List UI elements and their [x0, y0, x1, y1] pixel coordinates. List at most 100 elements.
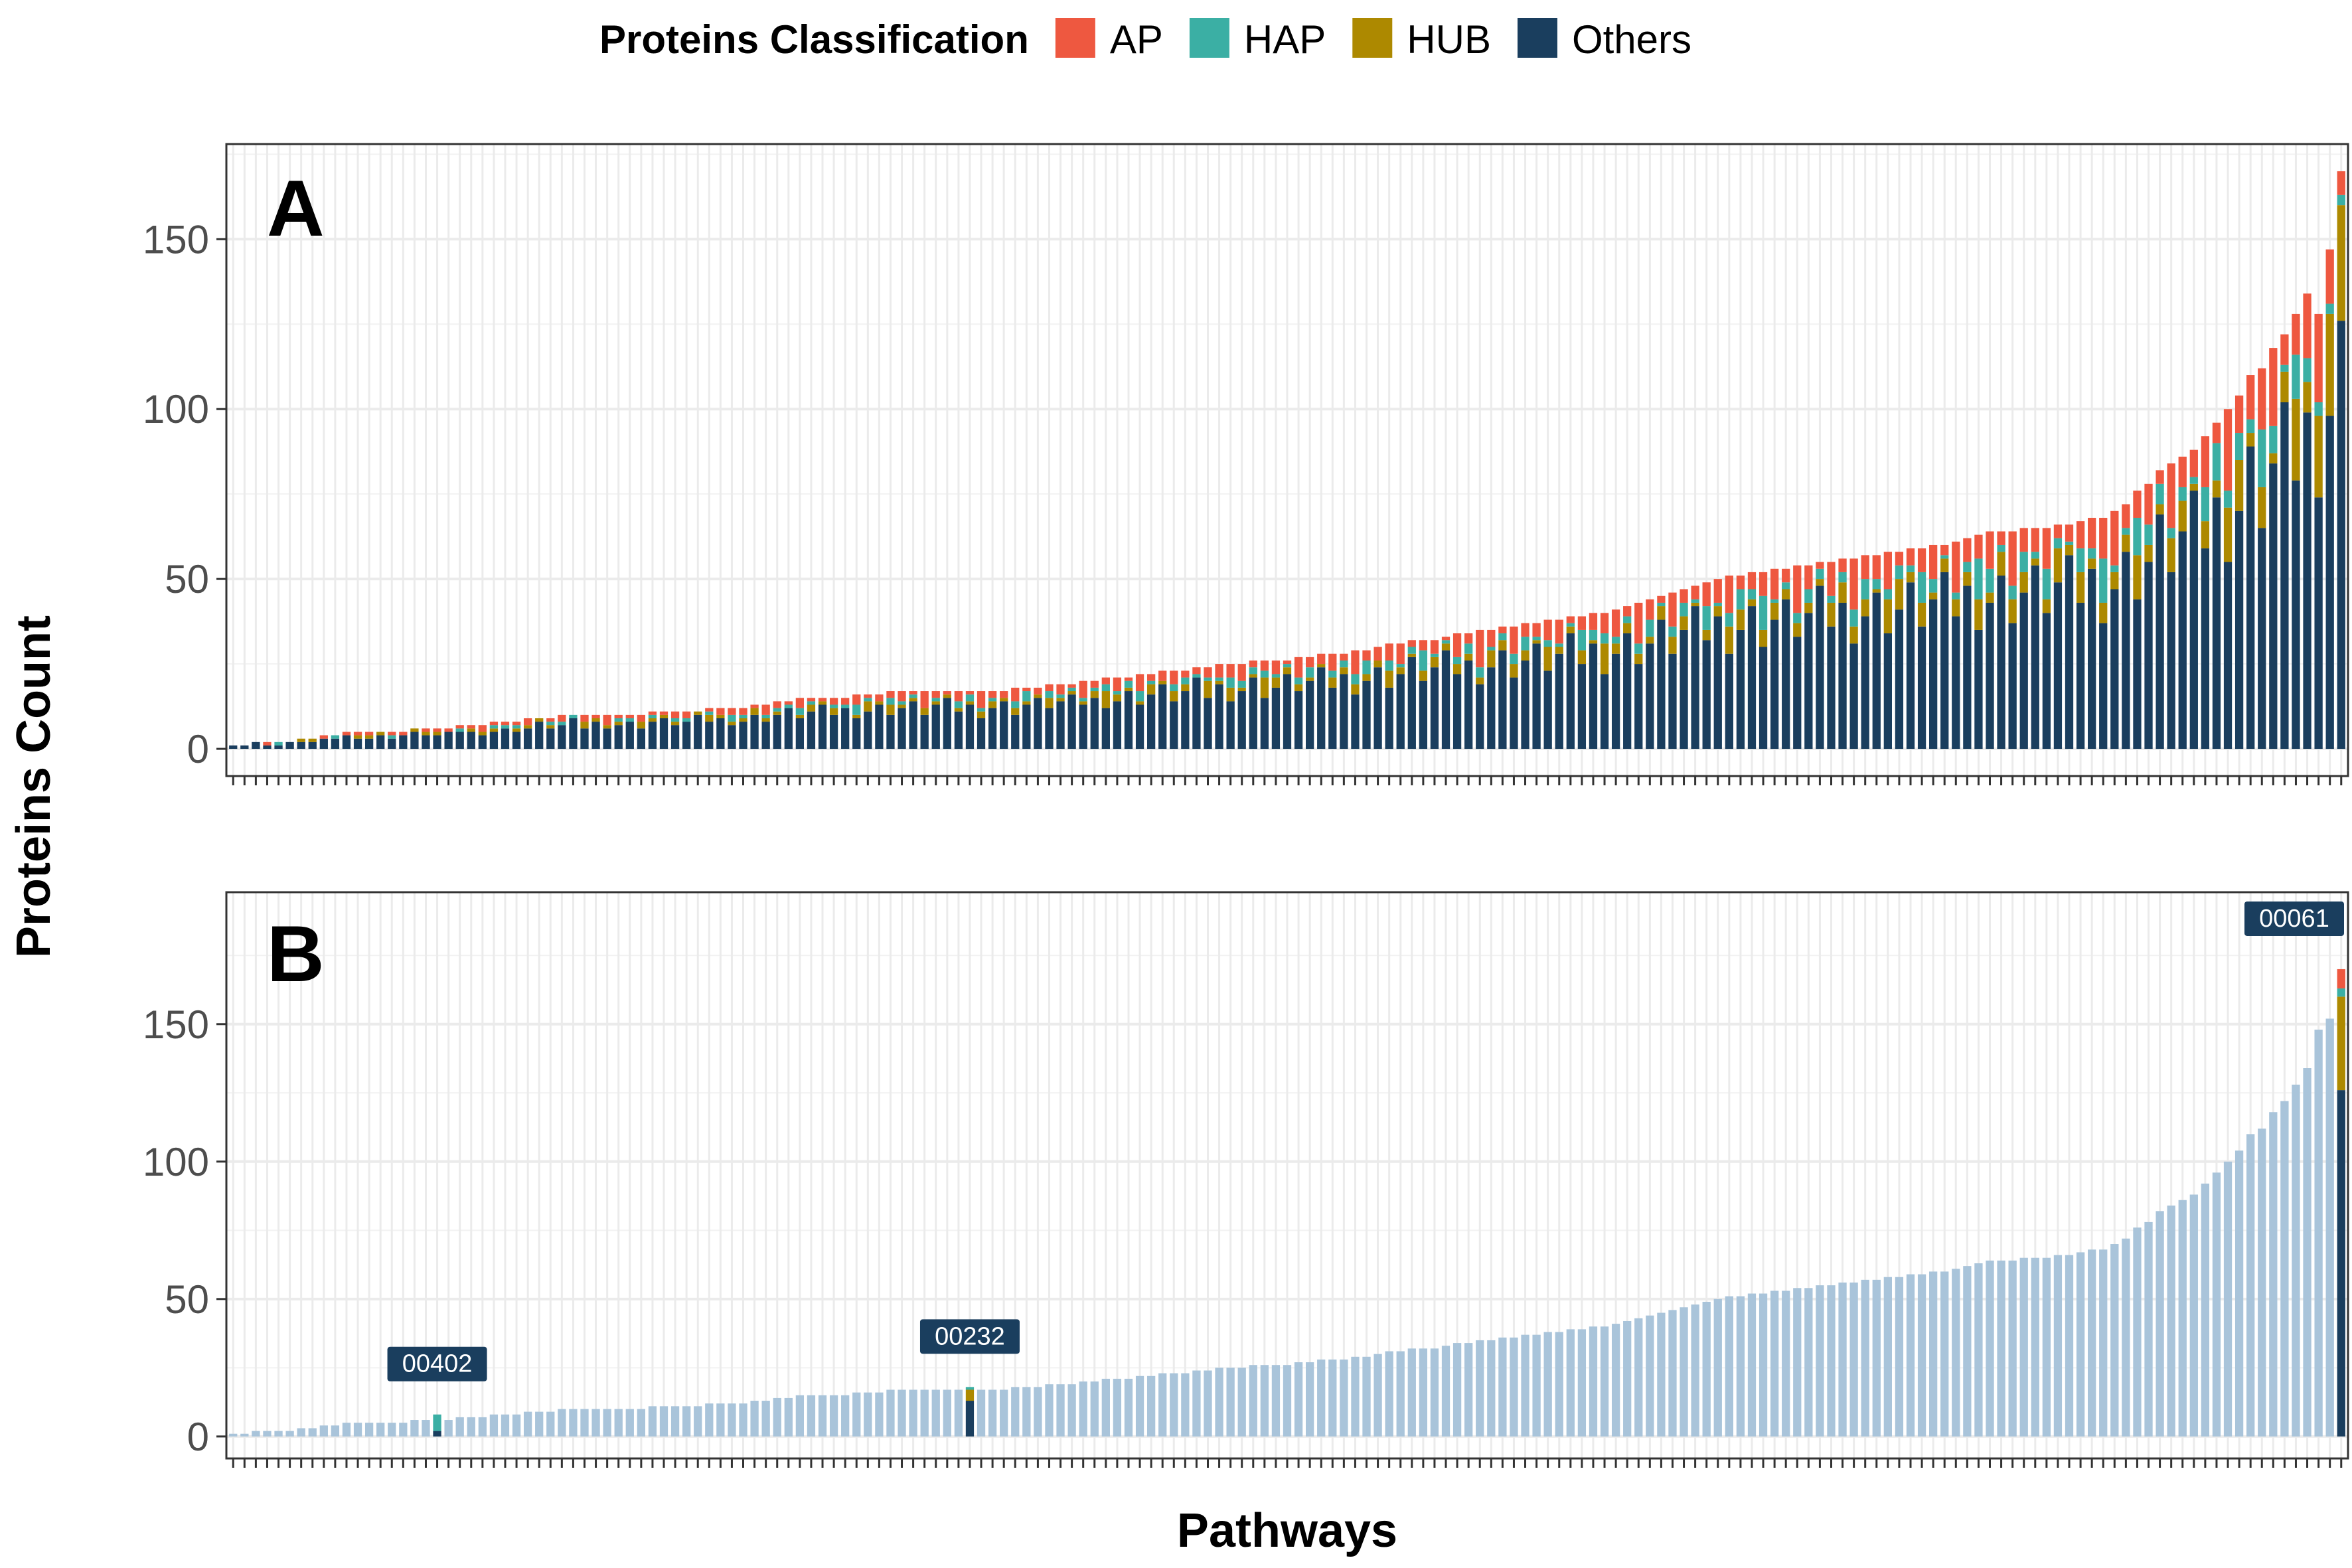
- panel-a-bar-segment-hub: [1566, 626, 1575, 634]
- panel-a-bar-segment-ap: [2065, 524, 2074, 542]
- panel-a-bar-segment-hub: [1611, 643, 1620, 654]
- panel-a-bar-segment-hap: [2110, 565, 2119, 572]
- panel-a-bar-segment-hap: [1804, 589, 1813, 603]
- panel-b-bar: [1725, 1296, 1733, 1437]
- panel-a-bar-segment-others: [1419, 680, 1428, 749]
- panel-b-bar: [625, 1409, 634, 1437]
- panel-a-bar-segment-others: [1328, 687, 1337, 749]
- panel-a-bar-segment-hub: [920, 708, 929, 715]
- panel-a-bar-segment-ap: [1895, 552, 1904, 566]
- panel-b-bar-segment-others: [965, 1401, 975, 1437]
- panel-a-bar-segment-ap: [1928, 544, 1938, 580]
- panel-a: 0 50 100 150 A: [143, 143, 2349, 785]
- panel-b-bar: [512, 1414, 521, 1437]
- panel-b-bar: [1589, 1326, 1598, 1437]
- panel-b-bar: [1680, 1307, 1688, 1437]
- panel-a-bar-segment-others: [2031, 565, 2039, 749]
- panel-b-bar: [1849, 1282, 1858, 1437]
- panel-a-bar-segment-ap: [2189, 449, 2198, 477]
- panel-a-bar-segment-ap: [1419, 640, 1428, 651]
- panel-b-y-tick-label: 0: [187, 1415, 209, 1459]
- panel-a-bar-segment-others: [580, 728, 589, 749]
- panel-a-tag: A: [267, 164, 325, 253]
- panel-b-bar: [773, 1397, 781, 1437]
- panel-a-bar-segment-hap: [1464, 643, 1473, 654]
- panel-b-bar: [694, 1406, 702, 1437]
- panel-a-bar-segment-hub: [1351, 684, 1360, 695]
- panel-a-bar-segment-hub: [1317, 664, 1326, 668]
- panel-a-bar-segment-others: [1385, 687, 1393, 749]
- panel-a-bar-segment-hub: [478, 732, 487, 736]
- panel-a-bar-segment-ap: [353, 732, 362, 736]
- panel-a-bar-segment-hap: [1328, 670, 1337, 678]
- panel-b-bar: [1022, 1387, 1031, 1437]
- panel-a-bar-segment-ap: [364, 732, 374, 736]
- panel-a-bar-segment-ap: [1294, 657, 1303, 678]
- panel-a-bar-segment-hub: [1498, 640, 1507, 651]
- panel-a-bar-segment-hub: [1747, 599, 1757, 607]
- panel-a-bar-segment-others: [1725, 653, 1733, 749]
- panel-b-bar: [1101, 1378, 1110, 1437]
- panel-a-bar-segment-hap: [1577, 629, 1587, 651]
- panel-b-bar: [2133, 1227, 2142, 1437]
- panel-b-bar: [1340, 1359, 1348, 1437]
- panel-a-bar-segment-hub: [2076, 572, 2085, 603]
- panel-a-bar-segment-hap: [1657, 602, 1666, 607]
- panel-a-bar-segment-hap: [728, 714, 736, 722]
- y-axis-title: Proteins Count: [7, 615, 60, 958]
- panel-a-bar-segment-ap: [761, 704, 770, 715]
- panel-a-bar-segment-hap: [1963, 562, 1972, 572]
- panel-a-bar-segment-hap: [784, 704, 793, 708]
- panel-b-bar: [1328, 1359, 1337, 1437]
- panel-a-bar-segment-ap: [1872, 555, 1881, 580]
- panel-a-bar-segment-others: [1204, 698, 1212, 749]
- panel-a-bar-segment-others: [535, 722, 544, 749]
- panel-a-bar-segment-others: [1430, 667, 1439, 749]
- panel-b-bar: [829, 1395, 838, 1437]
- panel-a-bar-segment-others: [1351, 694, 1360, 749]
- panel-b-bar: [252, 1431, 260, 1437]
- panel-a-bar-segment-ap: [2314, 313, 2323, 402]
- panel-a-bar-segment-hap: [2099, 558, 2108, 603]
- panel-a-bar-segment-ap: [2031, 528, 2039, 552]
- panel-a-bar-segment-hap: [1849, 609, 1858, 627]
- panel-a-bar-segment-others: [1543, 670, 1552, 749]
- panel-b-bar: [716, 1403, 725, 1437]
- panel-a-bar-segment-others: [2144, 562, 2153, 749]
- panel-a-bar-segment-hub: [1623, 623, 1632, 634]
- panel-b-bar: [297, 1428, 305, 1437]
- panel-a-bar-segment-hap: [2201, 487, 2210, 522]
- panel-a-bar-segment-ap: [2053, 524, 2063, 538]
- panel-a-bar-segment-ap: [433, 728, 441, 732]
- panel-a-bar-segment-ap: [1452, 633, 1462, 657]
- panel-a-bar-segment-ap: [2156, 470, 2164, 484]
- panel-a-bar-segment-hap: [2258, 429, 2266, 487]
- panel-a-bar-segment-hub: [1895, 579, 1904, 610]
- panel-a-bar-segment-ap: [512, 722, 521, 726]
- panel-b-bar: [285, 1431, 294, 1437]
- panel-a-bar-segment-others: [852, 718, 861, 749]
- panel-a-bar-segment-others: [1079, 704, 1087, 749]
- panel-a-bar-segment-others: [659, 718, 668, 749]
- panel-b-bar: [229, 1433, 238, 1437]
- panel-b-bar: [1192, 1370, 1201, 1437]
- panel-b-bar: [1260, 1365, 1269, 1437]
- panel-a-bar-segment-hub: [1883, 599, 1892, 634]
- panel-a-bar-segment-hub: [1305, 677, 1314, 681]
- panel-a-bar-segment-ap: [898, 691, 906, 702]
- panel-a-bar-segment-others: [1997, 576, 2005, 749]
- panel-a-bar-segment-hap: [1917, 572, 1926, 603]
- panel-b-bar: [603, 1409, 611, 1437]
- panel-a-bar-segment-others: [297, 742, 305, 749]
- panel-a-bar-segment-hub: [2019, 572, 2028, 593]
- panel-b-bar: [2088, 1249, 2096, 1437]
- panel-b-bar: [954, 1389, 963, 1437]
- panel-a-bar-segment-hap: [1928, 579, 1938, 593]
- panel-a-bar-segment-hap: [829, 704, 838, 708]
- panel-a-bar-segment-hub: [1759, 629, 1768, 647]
- panel-a-bar-segment-others: [1759, 647, 1768, 749]
- panel-a-bar-segment-others: [252, 742, 260, 749]
- panel-b-bar: [2246, 1134, 2255, 1437]
- panel-a-bar-segment-others: [558, 725, 566, 749]
- panel-a-bar-segment-others: [1192, 677, 1201, 749]
